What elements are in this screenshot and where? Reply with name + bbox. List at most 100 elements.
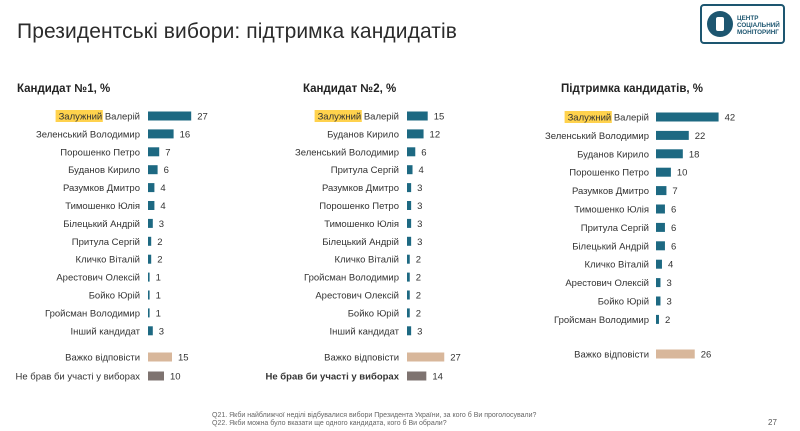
data-label: 6 xyxy=(164,165,169,176)
bar xyxy=(148,201,155,210)
category-label: Гройсман Володимир xyxy=(45,308,140,319)
bar xyxy=(407,129,424,139)
category-label: Разумков Дмитро xyxy=(572,186,649,197)
category-label: Інший кандидат xyxy=(330,326,400,337)
bar xyxy=(656,186,667,196)
category-label: Арестович Олексій xyxy=(565,278,649,289)
bar xyxy=(407,371,427,381)
bar xyxy=(148,236,152,246)
data-label: 7 xyxy=(672,186,677,197)
data-label: 2 xyxy=(416,255,421,266)
bar xyxy=(148,147,160,157)
data-label: 2 xyxy=(665,315,670,326)
data-label: 27 xyxy=(197,112,208,123)
bar xyxy=(407,218,412,228)
bar xyxy=(148,308,150,318)
category-label: Залужний Валерій xyxy=(59,112,140,123)
category-label: Не брав би участі у виборах xyxy=(265,372,399,383)
bar xyxy=(148,165,158,175)
logo-text-line3: МОНІТОРИНГ xyxy=(737,29,779,36)
data-label: 6 xyxy=(421,147,426,158)
data-label: 4 xyxy=(419,165,424,176)
category-label: Зеленський Володимир xyxy=(545,131,649,142)
bar xyxy=(656,112,719,122)
data-label: 6 xyxy=(671,241,676,252)
category-label: Важко відповісти xyxy=(65,353,140,364)
category-label: Порошенко Петро xyxy=(569,168,649,179)
bar xyxy=(407,111,428,121)
data-label: 16 xyxy=(180,129,191,140)
category-label: Буданов Кирило xyxy=(577,149,649,160)
category-label: Білецький Андрій xyxy=(572,241,649,252)
data-label: 3 xyxy=(417,237,422,248)
category-label: Тимошенко Юлія xyxy=(324,219,399,230)
brand-logo: ЦЕНТР СОЦІАЛЬНИЙ МОНІТОРИНГ xyxy=(700,4,785,44)
bar xyxy=(656,259,662,269)
highlight-mark xyxy=(564,111,612,123)
data-label: 18 xyxy=(689,149,700,160)
panel-title-candidate2: Кандидат №2, % xyxy=(303,83,397,95)
panel-title-support: Підтримка кандидатів, % xyxy=(561,83,704,95)
bar xyxy=(656,296,661,306)
data-label: 6 xyxy=(671,205,676,216)
bar xyxy=(148,183,155,193)
data-label: 1 xyxy=(156,291,161,302)
logo-emblem-icon xyxy=(707,11,733,37)
bar xyxy=(407,290,410,300)
data-label: 3 xyxy=(666,278,671,289)
category-label: Важко відповісти xyxy=(324,353,399,364)
data-label: 27 xyxy=(450,353,461,364)
data-label: 15 xyxy=(178,353,189,364)
data-label: 3 xyxy=(159,326,164,337)
category-label: Зеленський Володимир xyxy=(295,147,399,158)
data-label: 3 xyxy=(417,219,422,230)
data-label: 3 xyxy=(666,297,671,308)
data-label: 2 xyxy=(416,273,421,284)
data-label: 10 xyxy=(170,372,181,383)
bar xyxy=(148,352,172,362)
bar xyxy=(656,349,695,359)
highlight-mark xyxy=(55,110,103,122)
bar xyxy=(148,326,153,336)
bar xyxy=(148,371,164,381)
bar xyxy=(407,236,412,246)
category-label: Не брав би участі у виборах xyxy=(16,372,141,383)
category-label: Порошенко Петро xyxy=(60,147,140,158)
data-label: 22 xyxy=(695,131,706,142)
data-label: 2 xyxy=(416,291,421,302)
bar xyxy=(148,218,153,228)
category-label: Порошенко Петро xyxy=(319,201,399,212)
logo-text-line1: ЦЕНТР xyxy=(737,15,759,22)
category-label: Тимошенко Юлія xyxy=(574,205,649,216)
data-label: 1 xyxy=(156,273,161,284)
bar xyxy=(407,326,412,336)
category-label: Притула Сергій xyxy=(331,165,399,176)
bar xyxy=(656,278,661,288)
logo-text-line2: СОЦІАЛЬНИЙ xyxy=(737,22,780,29)
bar xyxy=(407,352,445,362)
category-label: Разумков Дмитро xyxy=(63,183,140,194)
footnote-q22: Q22. Якби можна було вказати ще одного к… xyxy=(212,420,447,427)
bar xyxy=(148,272,150,282)
data-label: 4 xyxy=(668,260,673,271)
data-label: 2 xyxy=(157,255,162,266)
data-label: 6 xyxy=(671,223,676,234)
category-label: Арестович Олексій xyxy=(315,291,399,302)
data-label: 1 xyxy=(156,308,161,319)
category-label: Зеленський Володимир xyxy=(36,129,140,140)
category-label: Залужний Валерій xyxy=(318,112,399,123)
data-label: 26 xyxy=(701,350,712,361)
bar xyxy=(148,290,150,300)
category-label: Кличко Віталій xyxy=(335,255,399,266)
category-label: Білецький Андрій xyxy=(63,219,140,230)
bar xyxy=(407,308,410,318)
bar xyxy=(656,149,683,159)
data-label: 15 xyxy=(434,112,445,123)
bar xyxy=(656,167,671,177)
bar xyxy=(407,201,412,210)
data-label: 14 xyxy=(432,372,443,383)
data-label: 7 xyxy=(165,147,170,158)
category-label: Залужний Валерій xyxy=(568,113,649,124)
data-label: 3 xyxy=(417,326,422,337)
